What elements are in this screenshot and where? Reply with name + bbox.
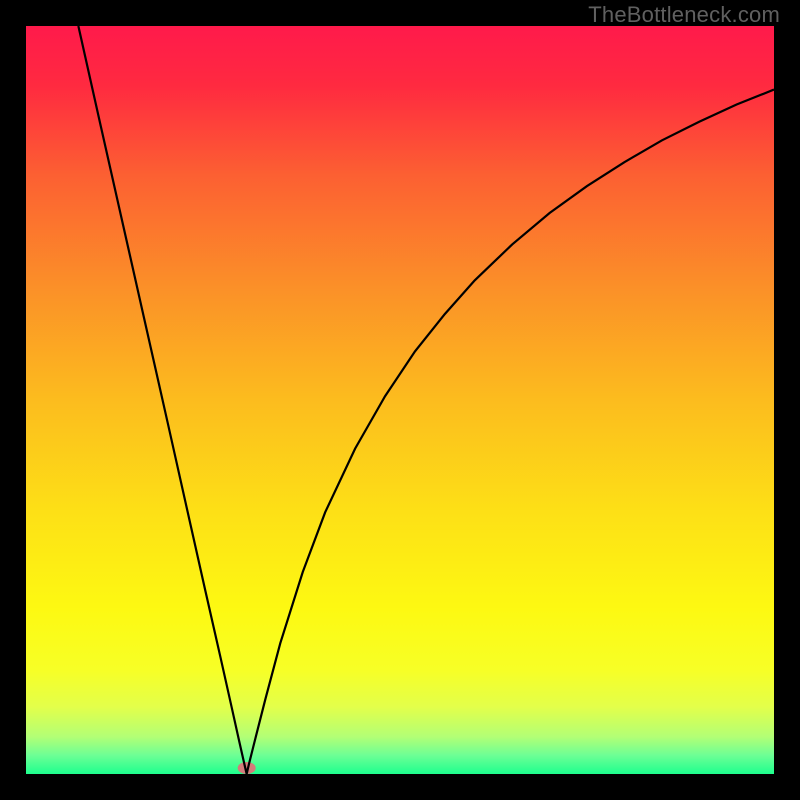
gradient-background	[26, 26, 774, 774]
chart-frame: TheBottleneck.com	[0, 0, 800, 800]
plot-area	[26, 26, 774, 774]
chart-svg	[26, 26, 774, 774]
watermark-text: TheBottleneck.com	[588, 2, 780, 28]
